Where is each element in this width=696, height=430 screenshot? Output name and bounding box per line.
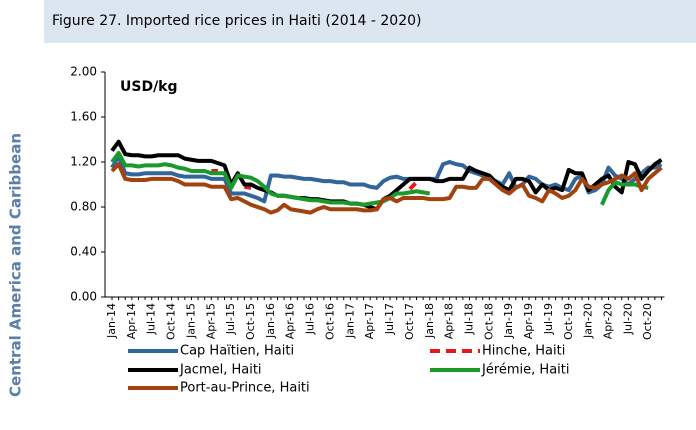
x-tick-label: Jul-15 xyxy=(224,303,237,335)
x-tick-label: Jan-18 xyxy=(423,303,436,339)
x-tick-label: Jan-14 xyxy=(105,303,118,339)
x-tick-label: Jul-19 xyxy=(542,303,555,335)
x-tick-label: Apr-18 xyxy=(443,303,456,339)
series-line xyxy=(110,162,663,215)
series-line xyxy=(110,154,663,204)
x-tick-label: Jul-14 xyxy=(145,303,158,335)
y-axis-unit: USD/kg xyxy=(120,79,178,95)
x-tick-label: Oct-19 xyxy=(562,303,575,340)
legend-label: Cap Haïtien, Haiti xyxy=(180,344,294,359)
x-tick-label: Jul-17 xyxy=(383,303,396,335)
x-tick-label: Jul-20 xyxy=(621,303,634,335)
x-tick-label: Jan-19 xyxy=(502,303,515,339)
x-tick-label: Apr-16 xyxy=(284,303,297,339)
series-line xyxy=(211,169,418,191)
y-tick-label: 0.00 xyxy=(70,290,97,304)
x-tick-label: Jul-16 xyxy=(304,303,317,335)
x-tick-label: Oct-18 xyxy=(482,303,495,340)
y-tick-label: 0.80 xyxy=(70,200,97,214)
x-tick-label: Jan-16 xyxy=(264,303,277,339)
x-tick-label: Jan-20 xyxy=(582,303,595,339)
x-tick-label: Jan-15 xyxy=(184,303,197,339)
legend-label: Port-au-Prince, Haiti xyxy=(180,381,310,396)
x-tick-label: Apr-14 xyxy=(125,303,138,339)
y-tick-label: 2.00 xyxy=(70,65,97,79)
legend-label: Jérémie, Haiti xyxy=(481,363,570,378)
y-tick-label: 1.60 xyxy=(70,110,97,124)
x-tick-label: Oct-14 xyxy=(165,303,178,340)
x-tick-label: Apr-17 xyxy=(363,303,376,339)
x-tick-label: Oct-16 xyxy=(323,303,336,340)
section-label: Central America and Caribbean xyxy=(7,133,25,397)
x-tick-label: Oct-15 xyxy=(244,303,257,340)
header-band xyxy=(44,0,696,43)
x-tick-label: Jan-17 xyxy=(343,303,356,339)
x-tick-label: Apr-15 xyxy=(204,303,217,339)
x-tick-label: Apr-19 xyxy=(522,303,535,339)
y-tick-label: 0.40 xyxy=(70,245,97,259)
y-tick-label: 1.20 xyxy=(70,155,97,169)
x-tick-label: Apr-20 xyxy=(602,303,615,339)
chart-title: Figure 27. Imported rice prices in Haiti… xyxy=(52,13,422,29)
x-tick-label: Oct-20 xyxy=(641,303,654,340)
legend-label: Jacmel, Haiti xyxy=(179,363,262,378)
x-tick-label: Jul-18 xyxy=(462,303,475,335)
legend-label: Hinche, Haiti xyxy=(482,344,565,359)
x-tick-label: Oct-17 xyxy=(403,303,416,340)
